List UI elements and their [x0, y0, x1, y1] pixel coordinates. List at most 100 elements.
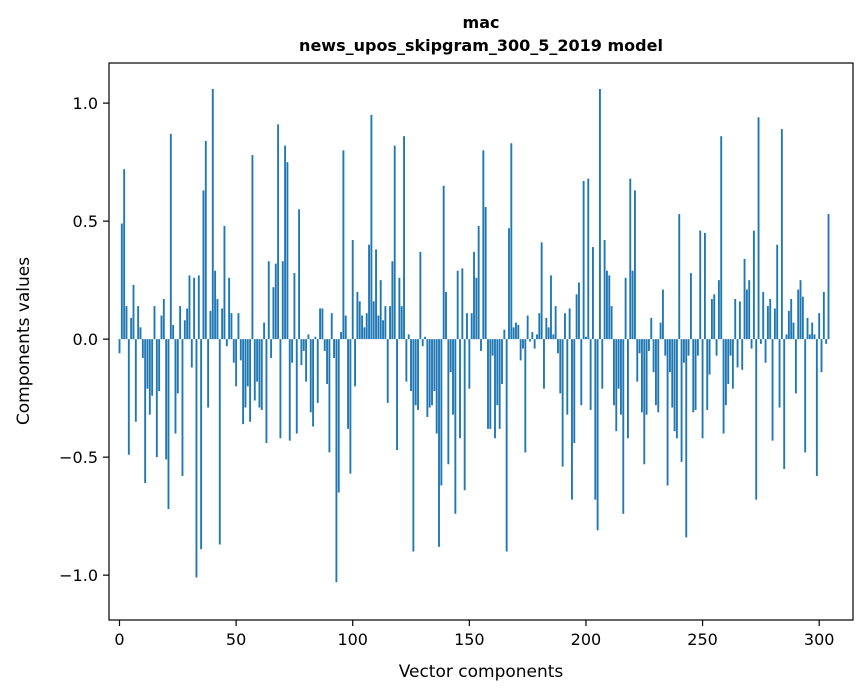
bar — [165, 339, 168, 460]
y-tick-label: 0.0 — [73, 330, 98, 349]
bar — [328, 339, 331, 453]
bar — [790, 299, 793, 340]
bar — [400, 306, 403, 340]
bar — [158, 339, 161, 392]
bar — [778, 339, 781, 408]
bar — [685, 339, 688, 538]
bar — [750, 339, 753, 349]
bar — [237, 313, 240, 340]
bar — [734, 299, 737, 340]
bar — [445, 291, 447, 340]
bar — [174, 339, 177, 434]
bar — [393, 145, 396, 340]
bar — [659, 322, 662, 340]
bar — [759, 339, 762, 344]
bar — [218, 339, 221, 545]
bar — [578, 282, 580, 340]
bar — [818, 313, 821, 340]
bar — [426, 339, 429, 418]
bar — [382, 320, 384, 340]
bar — [519, 339, 522, 361]
bar — [146, 339, 149, 389]
bar — [258, 339, 261, 408]
bar — [675, 339, 678, 439]
bar — [225, 339, 228, 347]
bar — [776, 244, 779, 340]
bar — [459, 339, 461, 439]
bar — [496, 339, 499, 406]
bar — [741, 339, 744, 370]
bar — [654, 339, 657, 406]
bar — [647, 339, 650, 351]
bar — [687, 339, 690, 356]
bar — [769, 299, 772, 340]
bar — [414, 339, 417, 406]
bar — [482, 150, 485, 340]
bar — [204, 140, 207, 340]
bar — [561, 339, 564, 467]
bar — [265, 339, 268, 443]
bar — [547, 327, 550, 340]
bar — [361, 315, 363, 340]
bar — [559, 339, 562, 394]
bar — [827, 214, 830, 340]
bar — [263, 322, 266, 340]
x-tick-label: 100 — [337, 630, 368, 649]
bar — [183, 320, 186, 340]
bar — [629, 178, 632, 340]
bar — [454, 339, 457, 514]
bar — [822, 291, 825, 340]
bar — [176, 339, 179, 394]
bar — [244, 339, 247, 408]
bar — [333, 339, 335, 359]
bar — [316, 339, 319, 403]
bar — [475, 277, 478, 340]
bar — [188, 275, 191, 340]
bar — [797, 289, 800, 340]
bar — [692, 339, 695, 413]
bar — [300, 339, 303, 366]
bar — [599, 88, 601, 340]
bar — [717, 280, 720, 340]
bar — [801, 296, 804, 340]
bar — [554, 306, 557, 340]
bar — [622, 339, 625, 514]
bar — [424, 336, 426, 340]
bar — [540, 242, 543, 340]
bar — [363, 327, 366, 340]
bar — [610, 306, 613, 340]
bar — [228, 277, 231, 340]
y-axis-label: Components values — [14, 257, 34, 425]
bar — [160, 315, 163, 340]
bar — [267, 261, 270, 340]
bar — [130, 317, 133, 340]
bar — [566, 339, 569, 415]
bar — [428, 339, 431, 408]
bar — [701, 339, 704, 439]
bar — [727, 339, 730, 384]
bar — [375, 249, 377, 340]
bar — [512, 327, 515, 340]
bar — [162, 299, 165, 340]
bar — [141, 339, 144, 359]
bar — [230, 313, 233, 340]
bar — [216, 299, 219, 340]
bar — [498, 339, 501, 429]
bar — [379, 280, 382, 340]
x-tick-label: 50 — [226, 630, 246, 649]
bar — [284, 145, 287, 340]
bar — [335, 339, 338, 583]
bar — [501, 339, 503, 384]
bar — [624, 277, 627, 340]
bar — [524, 339, 527, 453]
bar — [344, 315, 347, 340]
bar — [293, 273, 296, 340]
bar — [580, 339, 583, 406]
bar — [682, 339, 685, 363]
bar — [645, 339, 648, 415]
bar — [277, 124, 280, 340]
bar — [815, 339, 818, 477]
bar — [710, 299, 713, 340]
bar — [209, 310, 212, 340]
bar — [613, 339, 615, 406]
